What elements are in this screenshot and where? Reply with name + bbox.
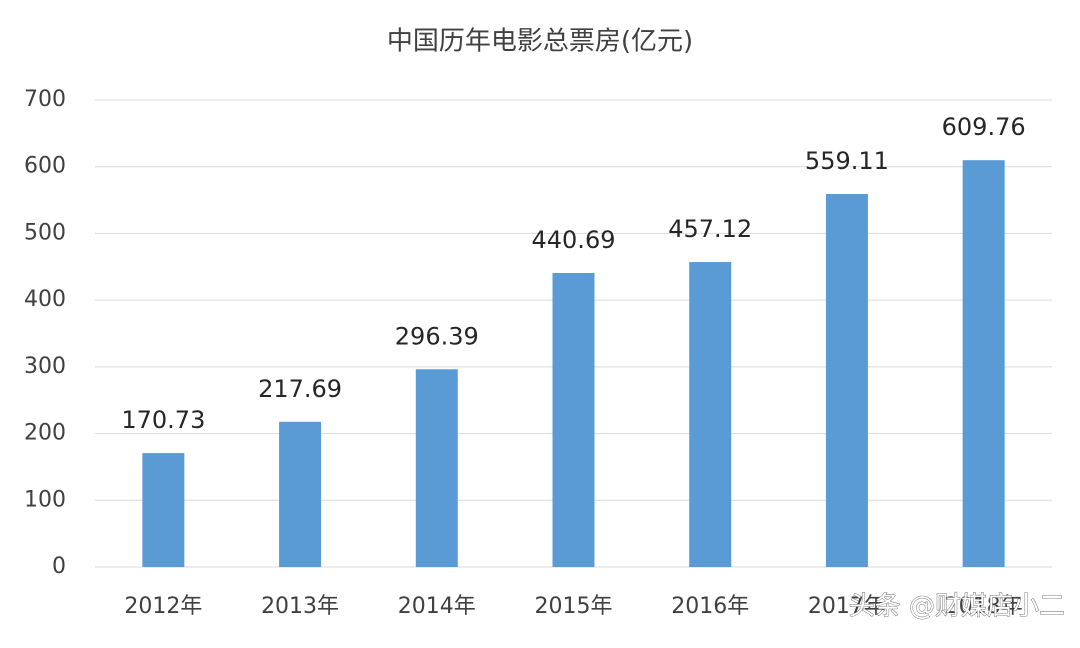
y-tick-label: 400 xyxy=(24,287,66,312)
bar xyxy=(825,193,868,567)
bar xyxy=(415,369,458,567)
watermark: 头条 @财媒店小二 xyxy=(849,592,1065,622)
y-tick-label: 600 xyxy=(24,154,66,179)
x-tick-label: 2012年 xyxy=(124,594,202,619)
value-label: 296.39 xyxy=(395,322,479,350)
x-tick-label: 2014年 xyxy=(398,594,476,619)
chart-title: 中国历年电影总票房(亿元) xyxy=(387,27,693,57)
value-label: 440.69 xyxy=(532,226,616,254)
y-tick-label: 100 xyxy=(24,487,66,512)
bar xyxy=(552,272,595,567)
x-tick-label: 2016年 xyxy=(671,594,749,619)
y-tick-label: 700 xyxy=(24,87,66,112)
y-tick-label: 200 xyxy=(24,421,66,446)
value-label: 170.73 xyxy=(121,406,205,434)
value-label: 217.69 xyxy=(258,375,342,403)
x-tick-label: 2013年 xyxy=(261,594,339,619)
x-tick-label: 2017年 xyxy=(808,594,886,619)
y-tick-label: 0 xyxy=(52,554,66,579)
bar xyxy=(689,262,732,567)
x-tick-label: 2018年 xyxy=(945,594,1023,619)
value-label: 559.11 xyxy=(805,147,889,175)
value-label: 457.12 xyxy=(668,215,752,243)
bar xyxy=(142,453,185,567)
bar xyxy=(279,421,322,567)
value-label: 609.76 xyxy=(942,113,1026,141)
y-tick-label: 300 xyxy=(24,354,66,379)
x-tick-label: 2015年 xyxy=(535,594,613,619)
y-tick-label: 500 xyxy=(24,220,66,245)
bar xyxy=(962,160,1005,567)
